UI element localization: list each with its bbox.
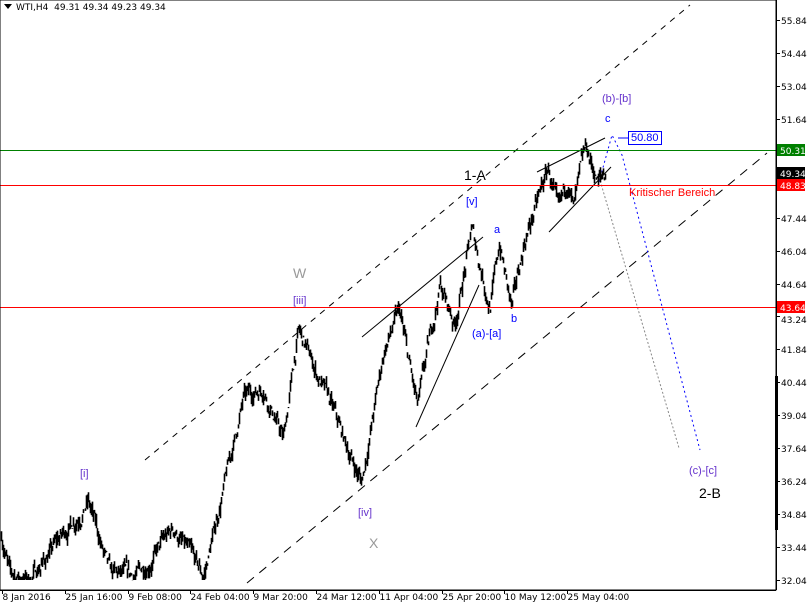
wedge-upper-line	[536, 137, 606, 173]
x-tick-label: 24 Feb 04:00	[191, 593, 250, 603]
price-label-48.83: 48.83	[780, 182, 806, 192]
y-tick-label: 37.64	[781, 445, 807, 455]
x-tick-label: 11 Apr 04:00	[380, 593, 439, 603]
y-tick-label: 32.04	[781, 577, 807, 587]
wave-label-a-a: (a)-[a]	[472, 328, 502, 340]
symbol-label: WTI,H4	[16, 3, 49, 13]
wave-label-c: c	[605, 113, 611, 125]
axis-scroll-marker	[775, 376, 778, 530]
x-tick-label: 25 May 04:00	[568, 593, 630, 603]
y-tick-label: 36.24	[781, 478, 807, 488]
y-tick-label: 41.84	[781, 346, 807, 356]
price-label-43.64: 43.64	[780, 304, 806, 314]
wave-label-b-b: (b)-[b]	[602, 93, 632, 105]
x-tick-label: 24 Mar 12:00	[317, 593, 377, 603]
y-tick-label: 47.44	[781, 215, 807, 225]
y-tick-label: 39.04	[781, 412, 807, 422]
wave-label-i: [i]	[80, 468, 89, 480]
price-bars	[0, 138, 607, 581]
y-tick-label: 33.44	[781, 544, 807, 554]
critical-zone-label: Kritischer Bereich	[629, 187, 716, 199]
price-levels	[0, 150, 776, 308]
trendline-drawings	[144, 4, 768, 584]
wave-label-v: [v]	[466, 196, 478, 208]
wave-label-1a: 1-A	[464, 167, 486, 183]
y-tick-label: 44.64	[781, 281, 807, 291]
x-tick-label: 9 Mar 20:00	[254, 593, 309, 603]
wave-trendline	[415, 284, 480, 428]
dropdown-triangle-icon[interactable]	[4, 4, 12, 9]
lower-channel-line	[246, 152, 768, 584]
price-label-49.34: 49.34	[780, 170, 806, 180]
y-tick-label: 40.44	[781, 379, 807, 389]
y-tick-label: 51.64	[781, 116, 807, 126]
wave-label-b: b	[511, 313, 518, 325]
x-tick-label: 25 Apr 20:00	[443, 593, 502, 603]
wave-label-iii: [iii]	[293, 295, 307, 307]
ohlc-bars	[0, 138, 607, 581]
x-tick-label: 10 May 12:00	[505, 593, 567, 603]
projection-blue-line	[598, 133, 701, 451]
wave-label-iv: [iv]	[358, 507, 373, 519]
wave-label-w: W	[293, 265, 307, 281]
y-tick-label: 46.04	[781, 248, 807, 258]
wave-label-c-c: (c)-[c]	[689, 465, 718, 477]
price-label-50.31: 50.31	[780, 147, 806, 157]
ohlc-values: 49.31 49.34 49.23 49.34	[54, 3, 166, 13]
y-tick-label: 54.44	[781, 50, 807, 60]
plot-frame	[0, 0, 777, 591]
x-tick-label: 9 Feb 08:00	[129, 593, 183, 603]
price-label-bg	[777, 179, 805, 191]
y-tick-label: 34.84	[781, 511, 807, 521]
x-tick-label: 25 Jan 16:00	[66, 593, 123, 603]
y-tick-label: 43.24	[781, 316, 807, 326]
price-label-bg	[777, 301, 805, 313]
wave-label-x: X	[369, 535, 379, 551]
wave-label-a: a	[494, 224, 501, 236]
price-label-bg	[777, 144, 805, 156]
target-price-box: 50.80	[628, 131, 662, 145]
chart-header[interactable]: WTI,H4 49.31 49.34 49.23 49.34	[4, 3, 166, 13]
y-tick-label: 55.84	[781, 17, 807, 27]
upper-channel-line	[144, 4, 691, 461]
price-label-bg	[777, 167, 805, 179]
projection-gray-line	[598, 176, 680, 449]
wave-label-2b: 2-B	[699, 485, 721, 501]
wave-channel-line	[361, 236, 484, 338]
x-tick-label: 8 Jan 2016	[3, 593, 51, 603]
y-tick-label: 53.04	[781, 83, 807, 93]
